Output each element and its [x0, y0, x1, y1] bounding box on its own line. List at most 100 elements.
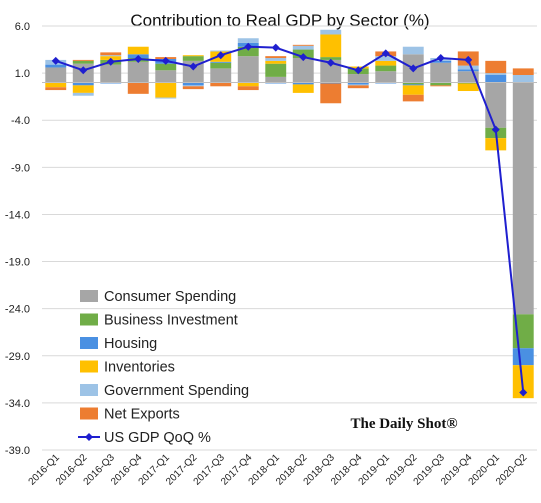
bar-net-exports — [347, 85, 369, 89]
gdp-point — [216, 51, 225, 60]
bar-inventories — [155, 82, 177, 98]
gdp-point — [436, 54, 445, 63]
bar-consumer-spending — [320, 59, 342, 83]
bar-government-spending — [100, 55, 122, 57]
y-tick-label: 6.0 — [15, 21, 30, 33]
bar-inventories — [127, 46, 149, 55]
legend-label: Consumer Spending — [104, 289, 236, 305]
y-tick-label: -24.0 — [5, 304, 30, 316]
bar-consumer-spending — [237, 56, 259, 83]
y-tick-label: -9.0 — [11, 162, 30, 174]
bar-net-exports — [292, 44, 314, 46]
bar-housing — [182, 82, 204, 86]
bar-government-spending — [457, 65, 479, 70]
bar-net-exports — [402, 94, 424, 102]
bar-housing — [292, 82, 314, 85]
bar-consumer-spending — [210, 68, 232, 83]
bar-net-exports — [210, 82, 232, 87]
bar-consumer-spending — [155, 70, 177, 83]
bar-inventories — [457, 83, 479, 92]
bar-government-spending — [347, 84, 369, 86]
gdp-point — [244, 42, 253, 51]
bar-consumer-spending — [127, 61, 149, 83]
bar-business-investment — [375, 65, 397, 72]
bar-housing — [72, 82, 94, 86]
legend-label: Net Exports — [104, 407, 180, 423]
watermark-text: The Daily Shot® — [350, 416, 457, 432]
bar-inventories — [512, 365, 534, 399]
gdp-point — [161, 56, 170, 65]
legend-swatch-business-investment — [80, 313, 98, 326]
bar-housing — [457, 69, 479, 72]
gdp-point — [134, 54, 143, 63]
bar-consumer-spending — [292, 58, 314, 83]
bar-inventories — [182, 55, 204, 57]
legend-label: US GDP QoQ % — [104, 430, 211, 446]
bar-government-spending — [210, 50, 232, 52]
gdp-point — [299, 53, 308, 62]
gdp-point — [326, 58, 335, 67]
bar-business-investment — [320, 57, 342, 60]
y-tick-label: -19.0 — [5, 257, 30, 269]
bar-business-investment — [72, 60, 94, 64]
bar-government-spending — [237, 38, 259, 43]
y-tick-label: 1.0 — [15, 68, 30, 80]
bar-government-spending — [320, 29, 342, 35]
gdp-point — [354, 66, 363, 75]
bar-housing — [347, 82, 369, 85]
bar-consumer-spending — [100, 64, 122, 83]
legend-swatch-housing — [80, 337, 98, 349]
bar-inventories — [402, 85, 424, 95]
legend-label: Government Spending — [104, 383, 249, 399]
bar-net-exports — [512, 68, 534, 75]
y-axis-tick-labels: 6.0 1.0 -4.0 -9.0 -14.0 -19.0 -24.0 -29.0 -34.0 -… — [5, 21, 30, 457]
bar-housing — [485, 74, 507, 83]
series-line-us-gdp-qoq — [55, 45, 525, 393]
gdp-point — [519, 388, 528, 397]
legend-swatch-net-exports — [80, 407, 98, 420]
bar-net-exports — [485, 60, 507, 74]
bar-housing — [45, 64, 67, 68]
bar-consumer-spending — [512, 82, 534, 315]
bar-government-spending — [292, 45, 314, 50]
bar-net-exports — [45, 87, 67, 91]
legend-label: Business Investment — [104, 313, 238, 329]
bar-inventories — [237, 82, 259, 87]
bar-housing — [402, 84, 424, 86]
bar-inventories — [72, 85, 94, 93]
gdp-point — [189, 62, 198, 71]
y-tick-label: -14.0 — [5, 209, 30, 221]
bar-housing — [210, 61, 232, 63]
gdp-point — [106, 57, 115, 66]
legend: Consumer Spending Business Investment Hous… — [78, 289, 249, 446]
bar-inventories — [485, 138, 507, 151]
legend-label: Housing — [104, 336, 157, 352]
y-tick-label: -34.0 — [5, 398, 30, 410]
bar-inventories — [292, 84, 314, 93]
bar-business-investment — [402, 82, 424, 85]
legend-label: Inventories — [104, 360, 175, 376]
bar-business-investment — [182, 56, 204, 61]
grid — [42, 25, 537, 451]
bar-government-spending — [182, 85, 204, 87]
bar-government-spending — [72, 92, 94, 96]
bar-inventories — [320, 34, 342, 58]
bar-consumer-spending — [457, 71, 479, 83]
bar-government-spending — [155, 97, 177, 99]
gdp-point — [271, 43, 280, 52]
bar-inventories — [265, 60, 287, 64]
bar-business-investment — [265, 63, 287, 77]
bar-net-exports — [430, 85, 452, 87]
bar-government-spending — [485, 73, 507, 75]
bar-business-investment — [210, 62, 232, 69]
bar-consumer-spending — [45, 67, 67, 83]
chart-title: Contribution to Real GDP by Sector (%) — [130, 11, 429, 30]
bar-consumer-spending — [347, 74, 369, 83]
bar-net-exports — [237, 86, 259, 91]
legend-swatch-inventories — [80, 360, 98, 373]
bar-government-spending — [402, 46, 424, 55]
bar-inventories — [45, 82, 67, 88]
bar-consumer-spending — [430, 62, 452, 83]
bar-net-exports — [72, 59, 94, 61]
